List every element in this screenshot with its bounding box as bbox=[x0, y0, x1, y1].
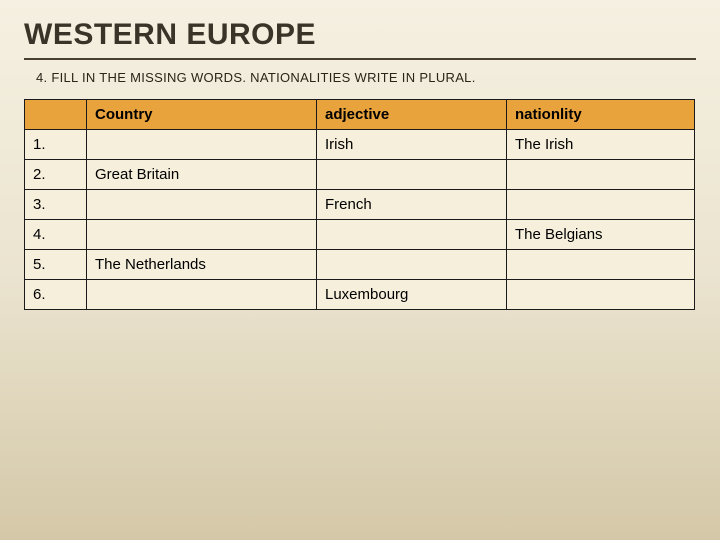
cell-nationality bbox=[507, 160, 695, 190]
row-number: 3. bbox=[25, 190, 87, 220]
col-header-country: Country bbox=[87, 100, 317, 130]
cell-country: The Netherlands bbox=[87, 250, 317, 280]
cell-country bbox=[87, 220, 317, 250]
cell-adjective: French bbox=[317, 190, 507, 220]
page-title: WESTERN EUROPE bbox=[24, 18, 696, 52]
col-header-nationality: nationlity bbox=[507, 100, 695, 130]
cell-adjective: Irish bbox=[317, 130, 507, 160]
table-row: 6. Luxembourg bbox=[25, 280, 695, 310]
cell-adjective bbox=[317, 160, 507, 190]
cell-country bbox=[87, 130, 317, 160]
table-row: 5. The Netherlands bbox=[25, 250, 695, 280]
cell-nationality bbox=[507, 250, 695, 280]
table-row: 3. French bbox=[25, 190, 695, 220]
cell-country bbox=[87, 190, 317, 220]
col-header-blank bbox=[25, 100, 87, 130]
cell-adjective bbox=[317, 250, 507, 280]
exercise-table: Country adjective nationlity 1. Irish Th… bbox=[24, 99, 695, 310]
row-number: 2. bbox=[25, 160, 87, 190]
row-number: 6. bbox=[25, 280, 87, 310]
cell-nationality: The Irish bbox=[507, 130, 695, 160]
cell-nationality bbox=[507, 280, 695, 310]
table-row: 2. Great Britain bbox=[25, 160, 695, 190]
cell-country bbox=[87, 280, 317, 310]
instruction-text: 4. FILL IN THE MISSING WORDS. NATIONALIT… bbox=[36, 70, 696, 85]
row-number: 1. bbox=[25, 130, 87, 160]
col-header-adjective: adjective bbox=[317, 100, 507, 130]
row-number: 5. bbox=[25, 250, 87, 280]
cell-nationality bbox=[507, 190, 695, 220]
table-row: 1. Irish The Irish bbox=[25, 130, 695, 160]
cell-adjective: Luxembourg bbox=[317, 280, 507, 310]
cell-adjective bbox=[317, 220, 507, 250]
table-row: 4. The Belgians bbox=[25, 220, 695, 250]
cell-nationality: The Belgians bbox=[507, 220, 695, 250]
row-number: 4. bbox=[25, 220, 87, 250]
cell-country: Great Britain bbox=[87, 160, 317, 190]
title-rule bbox=[24, 58, 696, 60]
table-header-row: Country adjective nationlity bbox=[25, 100, 695, 130]
